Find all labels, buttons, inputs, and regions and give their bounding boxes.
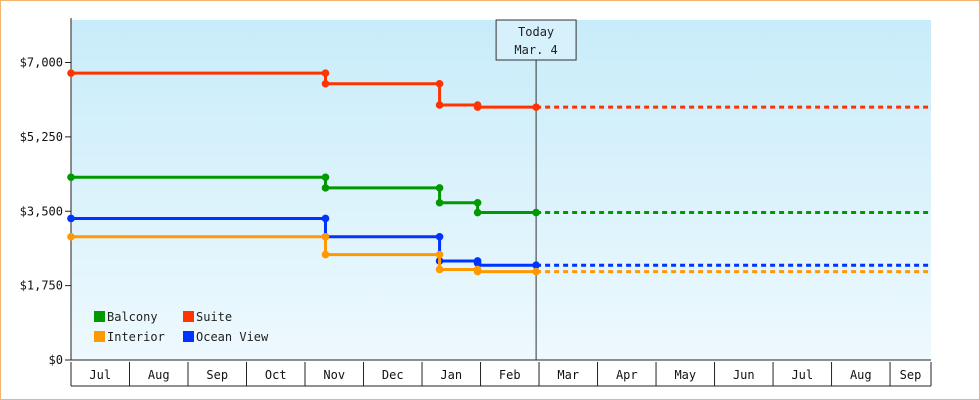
legend-label: Ocean View <box>196 330 269 344</box>
series-marker <box>473 103 482 111</box>
legend-swatch <box>94 311 105 322</box>
legend-item: Interior <box>94 330 165 344</box>
month-label: Oct <box>265 368 287 382</box>
series-marker <box>532 208 540 217</box>
series-marker <box>532 261 540 270</box>
month-label: Sep <box>900 368 922 382</box>
month-label: Jul <box>791 368 813 382</box>
month-label: Nov <box>323 368 345 382</box>
axes: $0 $1,750 $3,500 $5,250 $7,000 Jul Aug Sep Oct No… <box>20 18 932 387</box>
y-tick-label: $1,750 <box>20 279 63 293</box>
series-suite <box>67 69 931 111</box>
month-label: Aug <box>148 368 170 382</box>
today-box <box>495 19 577 61</box>
series-marker <box>435 250 444 259</box>
series-marker <box>67 214 75 223</box>
series-marker <box>321 232 330 241</box>
month-label: Dec <box>382 368 404 382</box>
month-label: Jun <box>733 368 755 382</box>
plot-background <box>71 20 931 360</box>
month-label: May <box>674 368 696 382</box>
y-tick-label: $0 <box>49 353 63 367</box>
legend-swatch <box>183 331 194 342</box>
legend-label: Suite <box>196 310 232 324</box>
series-marker <box>435 184 444 192</box>
month-label: Feb <box>499 368 521 382</box>
series-marker <box>67 173 75 182</box>
series-marker <box>321 184 330 192</box>
today-date: Mar. 4 <box>514 43 557 57</box>
series-interior <box>67 232 931 276</box>
series-lines <box>67 69 931 276</box>
series-marker <box>532 267 540 276</box>
legend-label: Balcony <box>107 310 158 324</box>
series-marker <box>321 214 330 223</box>
today-label: Today <box>518 25 554 39</box>
today-marker: Today Mar. 4 <box>495 19 577 360</box>
legend-swatch <box>183 311 194 322</box>
series-marker <box>321 69 330 77</box>
series-marker <box>473 259 482 267</box>
legend-item: Suite <box>183 310 232 324</box>
y-tick-label: $3,500 <box>20 204 63 218</box>
series-marker <box>435 79 444 88</box>
series-marker <box>435 198 444 207</box>
series-marker <box>67 69 75 77</box>
month-label: Jul <box>89 368 111 382</box>
y-tick-label: $5,250 <box>20 130 63 144</box>
series-marker <box>435 232 444 241</box>
y-tick-label: $7,000 <box>20 56 63 70</box>
legend-swatch <box>94 331 105 342</box>
legend-label: Interior <box>107 330 165 344</box>
month-label: Sep <box>206 368 228 382</box>
series-marker <box>321 250 330 259</box>
series-marker <box>321 79 330 88</box>
month-label: Mar <box>557 368 579 382</box>
series-marker <box>532 103 540 111</box>
series-marker <box>435 101 444 109</box>
series-balcony <box>67 173 931 217</box>
month-label: Apr <box>616 368 638 382</box>
legend-item: Ocean View <box>183 330 269 344</box>
series-marker <box>473 267 482 276</box>
month-label: Jan <box>440 368 462 382</box>
legend: Balcony Suite Interior Ocean View <box>94 310 269 344</box>
month-label: Aug <box>850 368 872 382</box>
series-marker <box>473 208 482 217</box>
legend-item: Balcony <box>94 310 158 324</box>
series-marker <box>435 265 444 274</box>
series-marker <box>67 232 75 241</box>
series-marker <box>321 173 330 182</box>
series-marker <box>473 198 482 207</box>
